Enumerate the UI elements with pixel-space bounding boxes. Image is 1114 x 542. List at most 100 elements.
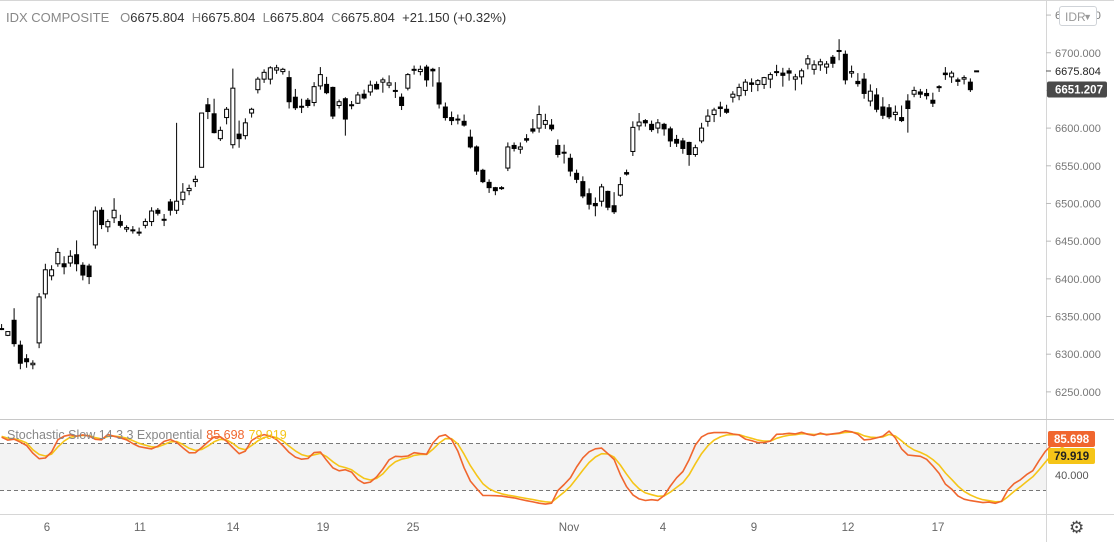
candle (374, 81, 380, 90)
candle (311, 82, 317, 107)
candle (99, 207, 105, 230)
candle-body-up (124, 227, 130, 230)
candle-body-up (280, 68, 286, 73)
candle (692, 144, 698, 157)
candle-body-up (736, 86, 742, 97)
candle (36, 293, 42, 349)
indicator-name[interactable]: Stochastic Slow 14 3 3 Exponential (7, 428, 203, 442)
candle-body-up (136, 231, 142, 234)
time-axis[interactable]: 6 11 14 19 25 Nov 4 9 12 17 (44, 522, 945, 534)
candle (767, 72, 773, 89)
candle (261, 69, 267, 83)
candle (105, 219, 111, 233)
symbol-name[interactable]: IDX COMPOSITE (6, 10, 110, 25)
candle-body-down (567, 157, 573, 172)
candle-body-up (42, 269, 48, 295)
candle (880, 97, 886, 120)
candle-body-down (374, 83, 380, 90)
candle-body-down (511, 144, 517, 149)
last-price-label: 6675.804 (1055, 66, 1101, 78)
time-tick-label: 14 (227, 522, 240, 534)
candle-body-up (705, 115, 711, 122)
candle-body-down (861, 78, 867, 94)
candle (874, 88, 880, 113)
candle-body-up (817, 61, 823, 66)
candle-body-up (130, 229, 136, 232)
close-value: 6675.804 (340, 10, 395, 25)
candle (842, 50, 848, 85)
current-price-badge-text: 6651.207 (1055, 85, 1103, 97)
indicator-k-value: 85.698 (206, 428, 245, 442)
candle (667, 126, 673, 147)
candle (711, 107, 717, 123)
candle-body-up (536, 114, 542, 129)
candle-body-down (667, 128, 673, 142)
candle-body-down (305, 99, 311, 107)
candle (249, 107, 255, 118)
candle (130, 226, 136, 234)
candle (586, 188, 592, 210)
candle-body-down (886, 107, 892, 118)
candle-body-down (530, 128, 536, 132)
indicator-d-value: 79.919 (248, 428, 287, 442)
candle (67, 250, 73, 267)
stochastic-axis[interactable]: 40.000 85.698 79.919 (1048, 431, 1095, 482)
k-value-badge: 85.698 (1054, 434, 1090, 446)
candle-body-down (467, 136, 473, 148)
candle (967, 78, 973, 92)
candle-body-up (911, 89, 917, 95)
candle-body-up (192, 178, 198, 183)
candle (624, 169, 630, 176)
candle-body-up (405, 74, 411, 89)
candle-body-up (242, 122, 248, 137)
candle (792, 73, 798, 91)
candle (911, 86, 917, 98)
gear-icon[interactable]: ⚙ (1069, 518, 1085, 537)
candle (299, 98, 305, 114)
candle-body-down (917, 91, 923, 95)
candle-body-down (342, 98, 348, 120)
candle (217, 126, 223, 141)
currency-button[interactable]: IDR ▼ (1059, 6, 1097, 26)
candle-body-up (174, 200, 180, 211)
time-tick-label: 12 (842, 522, 855, 534)
indicator-legend[interactable]: Stochastic Slow 14 3 3 Exponential 85.698… (7, 428, 287, 442)
candle (492, 186, 498, 196)
candle (867, 84, 873, 107)
candle-body-down (967, 81, 973, 91)
candle (830, 55, 836, 68)
candle (524, 134, 530, 143)
candle (205, 97, 211, 120)
candle-body-down (117, 221, 123, 226)
candle-body-down (942, 72, 948, 76)
candle (167, 198, 173, 216)
candle-body-up (180, 191, 186, 201)
time-tick-label: Nov (559, 522, 580, 534)
candle-body-down (399, 96, 405, 107)
candle (55, 247, 61, 267)
k-value-badge-bg (1048, 431, 1095, 448)
price-tick-label: 6250.000 (1055, 387, 1101, 399)
candle (124, 225, 130, 233)
candle (605, 190, 611, 211)
candle (417, 65, 423, 76)
candle-body-down (649, 123, 655, 131)
price-tick-label: 6300.000 (1055, 349, 1101, 361)
candle-body-up (692, 147, 698, 155)
candle-body-down (74, 254, 80, 265)
candle-body-up (599, 186, 605, 202)
candle (642, 119, 648, 127)
candle-body-down (717, 106, 723, 110)
candle-body-up (261, 71, 267, 80)
candle-body-up (355, 94, 361, 104)
stochastic-band (0, 443, 1046, 491)
candle (480, 168, 486, 184)
candle (742, 79, 748, 96)
candle (80, 262, 86, 281)
candle-body-down (236, 133, 242, 140)
candle-body-down (430, 68, 436, 72)
candle-body-up (655, 122, 661, 129)
candle-body-up (55, 251, 61, 265)
price-tick-label: 6550.000 (1055, 161, 1101, 173)
